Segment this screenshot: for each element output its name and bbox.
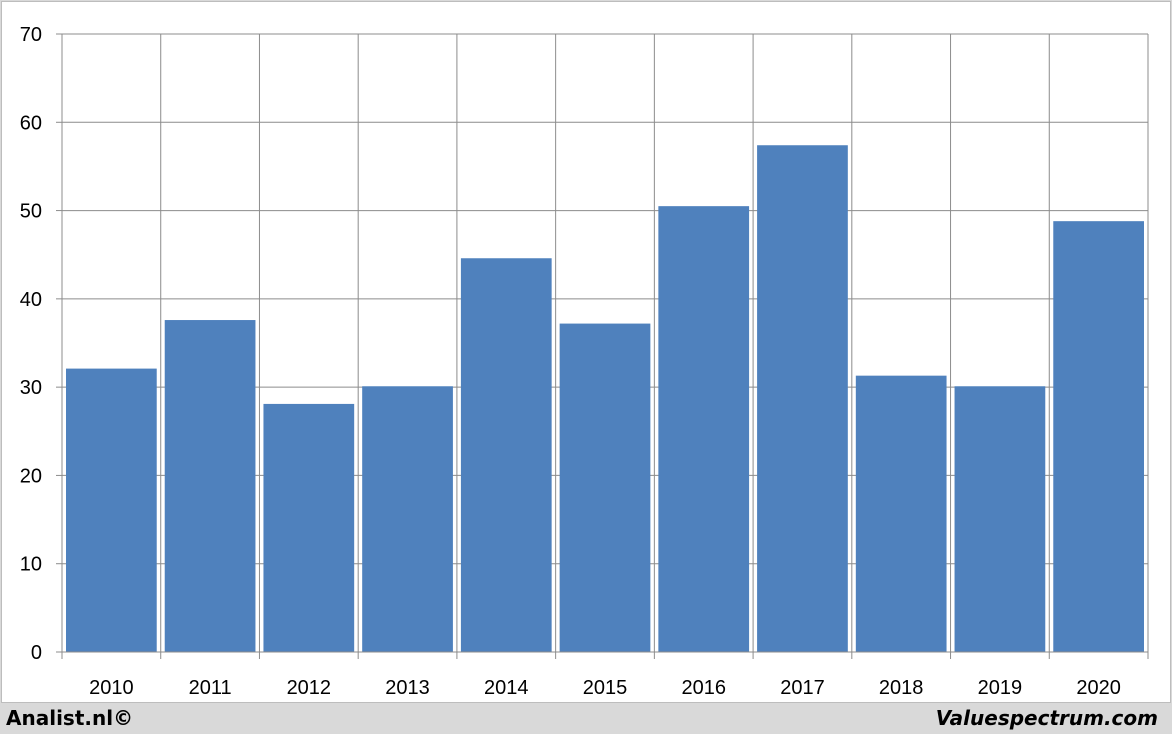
bar-2017 — [757, 145, 848, 653]
y-tick-label-10: 10 — [20, 554, 42, 576]
bar-2010 — [66, 368, 157, 652]
x-tick-label-2011: 2011 — [189, 677, 232, 699]
x-tick-label-2016: 2016 — [681, 677, 726, 699]
y-tick-label-0: 0 — [31, 642, 42, 664]
valuespectrum-credit: Valuespectrum.com — [935, 706, 1158, 730]
bar-2013 — [362, 386, 453, 652]
x-tick-label-2010: 2010 — [89, 677, 134, 699]
bar-2011 — [164, 320, 256, 652]
bar-2014 — [460, 258, 552, 652]
x-tick-label-2012: 2012 — [287, 677, 332, 699]
x-tick-label-2018: 2018 — [879, 677, 924, 699]
analist-credit: Analist.nl© — [6, 706, 134, 730]
y-tick-label-60: 60 — [20, 112, 42, 134]
y-tick-label-40: 40 — [20, 289, 42, 311]
x-tick-label-2014: 2014 — [484, 677, 529, 699]
bar-2020 — [1053, 221, 1144, 652]
bar-chart: 0 10 20 30 40 50 60 70 2010 2011 2012 2013 2014 2015 2… — [1, 1, 1171, 703]
bar-2018 — [855, 375, 947, 652]
x-tick-label-2017: 2017 — [780, 677, 825, 699]
bar-2019 — [954, 386, 1046, 652]
y-tick-label-20: 20 — [20, 465, 42, 487]
y-tick-label-70: 70 — [20, 24, 42, 46]
y-tick-label-30: 30 — [20, 377, 42, 399]
bar-2012 — [263, 403, 355, 652]
x-tick-label-2020: 2020 — [1076, 677, 1121, 699]
y-tick-label-50: 50 — [20, 201, 42, 223]
chart-svg: 0 10 20 30 40 50 60 70 2010 2011 2012 2013 2014 2015 2… — [20, 24, 1149, 699]
x-tick-label-2013: 2013 — [385, 677, 430, 699]
x-tick-label-2019: 2019 — [978, 677, 1023, 699]
x-tick-label-2015: 2015 — [583, 677, 628, 699]
bar-2016 — [658, 206, 750, 652]
bar-2015 — [559, 323, 651, 652]
